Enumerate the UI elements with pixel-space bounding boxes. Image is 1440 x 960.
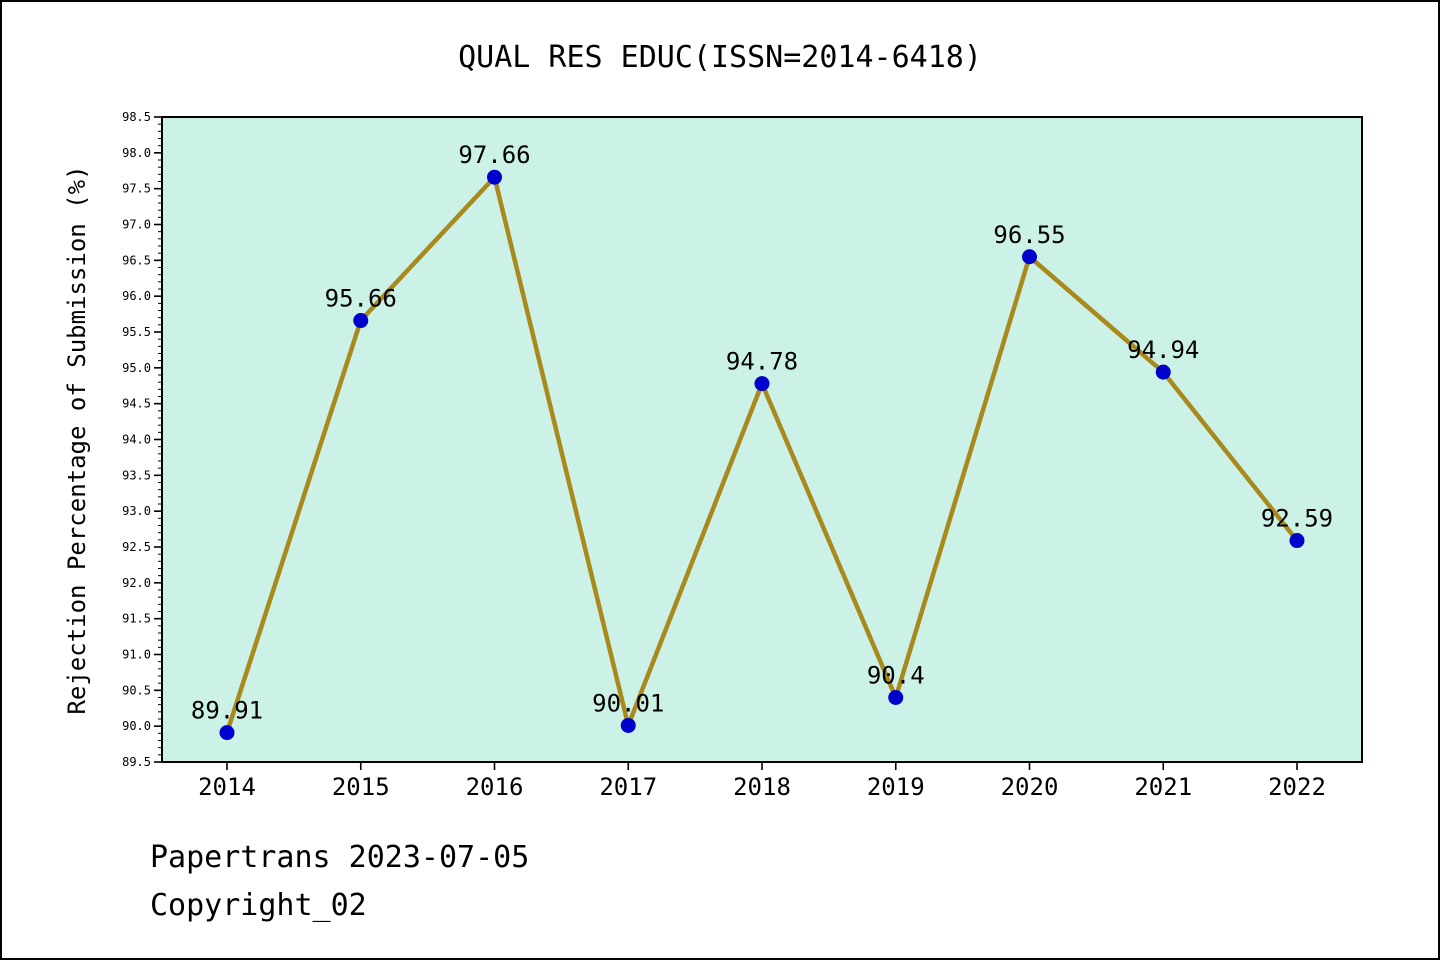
- data-point-label: 94.78: [726, 348, 798, 376]
- y-tick-label: 94.5: [122, 397, 151, 411]
- data-point-label: 97.66: [458, 141, 530, 169]
- data-point: [219, 725, 235, 741]
- data-point: [1289, 533, 1305, 549]
- x-tick-label: 2015: [332, 773, 390, 801]
- data-point: [620, 717, 636, 733]
- y-tick-label: 90.5: [122, 683, 151, 697]
- data-point-label: 96.55: [993, 221, 1065, 249]
- y-tick-label: 97.5: [122, 182, 151, 196]
- data-point-label: 92.59: [1261, 505, 1333, 533]
- data-point-label: 95.66: [325, 285, 397, 313]
- x-tick-label: 2016: [466, 773, 524, 801]
- x-tick-label: 2018: [733, 773, 791, 801]
- y-tick-label: 97.0: [122, 218, 151, 232]
- y-tick-label: 95.0: [122, 361, 151, 375]
- y-tick-label: 90.0: [122, 719, 151, 733]
- y-tick-label: 92.0: [122, 576, 151, 590]
- y-tick-label: 93.0: [122, 504, 151, 518]
- y-tick-label: 91.0: [122, 648, 151, 662]
- y-tick-label: 93.5: [122, 468, 151, 482]
- data-point: [754, 376, 770, 392]
- x-tick-label: 2021: [1134, 773, 1192, 801]
- x-tick-label: 2022: [1268, 773, 1326, 801]
- data-point-label: 90.01: [592, 689, 664, 717]
- y-tick-label: 89.5: [122, 755, 151, 769]
- footer-papertrans: Papertrans 2023-07-05: [150, 840, 530, 875]
- data-point: [487, 169, 502, 185]
- data-point-label: 89.91: [191, 697, 263, 725]
- data-point: [1022, 249, 1037, 265]
- y-tick-label: 98.0: [122, 146, 151, 160]
- y-tick-label: 95.5: [122, 325, 151, 339]
- y-tick-label: 98.5: [122, 110, 151, 124]
- x-tick-label: 2017: [599, 773, 657, 801]
- data-point: [888, 690, 904, 705]
- x-tick-label: 2014: [198, 773, 256, 801]
- data-point-label: 90.4: [867, 662, 925, 690]
- chart-title: QUAL RES EDUC(ISSN=2014-6418): [458, 40, 982, 75]
- y-tick-label: 96.0: [122, 289, 151, 303]
- plot-area: [161, 116, 1363, 763]
- data-point: [353, 313, 369, 329]
- data-point-label: 94.94: [1127, 336, 1199, 364]
- y-tick-label: 92.5: [122, 540, 151, 554]
- footer-copyright: Copyright_02: [150, 888, 367, 923]
- y-tick-label: 94.0: [122, 433, 151, 447]
- x-tick-label: 2020: [1001, 773, 1059, 801]
- data-point: [1155, 364, 1171, 380]
- x-tick-label: 2019: [867, 773, 925, 801]
- y-tick-label: 91.5: [122, 612, 151, 626]
- y-tick-label: 96.5: [122, 253, 151, 267]
